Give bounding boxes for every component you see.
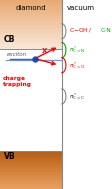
Text: C-N: C-N xyxy=(101,28,112,33)
Text: C$-$OH /: C$-$OH / xyxy=(69,26,93,34)
Text: X: X xyxy=(42,48,47,54)
Text: VB: VB xyxy=(4,152,16,161)
Text: vacuum: vacuum xyxy=(66,5,94,11)
Text: $\pi^*_\mathregular{C=C}$: $\pi^*_\mathregular{C=C}$ xyxy=(69,91,85,102)
Text: exciton: exciton xyxy=(7,52,27,57)
Text: CB: CB xyxy=(4,35,15,44)
Text: charge
trapping: charge trapping xyxy=(3,76,32,87)
Text: $\pi^*_\mathregular{C=N}$: $\pi^*_\mathregular{C=N}$ xyxy=(69,45,85,56)
Text: $\pi^*_\mathregular{C=O}$: $\pi^*_\mathregular{C=O}$ xyxy=(69,60,85,71)
Text: diamond: diamond xyxy=(16,5,46,11)
